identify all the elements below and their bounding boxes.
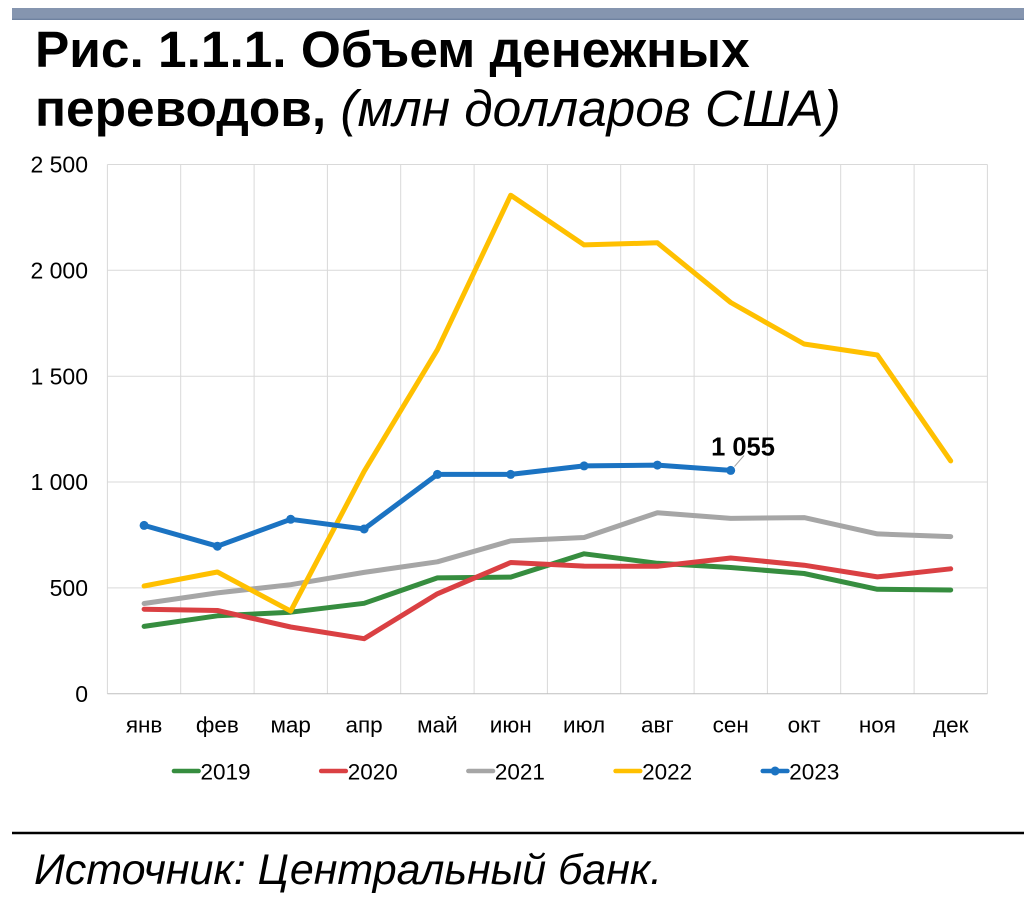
svg-text:авг: авг (641, 713, 674, 738)
svg-text:500: 500 (50, 575, 88, 601)
svg-text:2 500: 2 500 (30, 152, 88, 178)
svg-text:мар: мар (270, 713, 311, 738)
svg-text:2022: 2022 (642, 760, 692, 785)
svg-text:окт: окт (788, 713, 821, 738)
svg-text:2 000: 2 000 (30, 258, 88, 284)
svg-text:май: май (417, 713, 458, 738)
svg-text:ноя: ноя (859, 713, 896, 738)
svg-text:Источник: Центральный банк.: Источник: Центральный банк. (34, 846, 662, 894)
svg-text:фев: фев (196, 713, 239, 738)
svg-text:июн: июн (490, 713, 532, 738)
svg-text:2023: 2023 (789, 760, 839, 785)
svg-text:дек: дек (933, 713, 969, 738)
svg-text:апр: апр (345, 713, 382, 738)
svg-text:2020: 2020 (348, 760, 398, 785)
svg-text:2021: 2021 (495, 760, 545, 785)
svg-text:1 000: 1 000 (30, 469, 88, 495)
svg-text:сен: сен (713, 713, 749, 738)
svg-text:июл: июл (563, 713, 605, 738)
svg-text:переводов, (млн долларов США): переводов, (млн долларов США) (35, 79, 841, 137)
svg-text:0: 0 (75, 681, 88, 707)
svg-text:Рис. 1.1.1. Объем денежных: Рис. 1.1.1. Объем денежных (35, 20, 750, 78)
svg-text:янв: янв (126, 713, 163, 738)
svg-text:1 055: 1 055 (711, 434, 775, 462)
svg-text:2019: 2019 (201, 760, 251, 785)
svg-text:1 500: 1 500 (30, 363, 88, 389)
